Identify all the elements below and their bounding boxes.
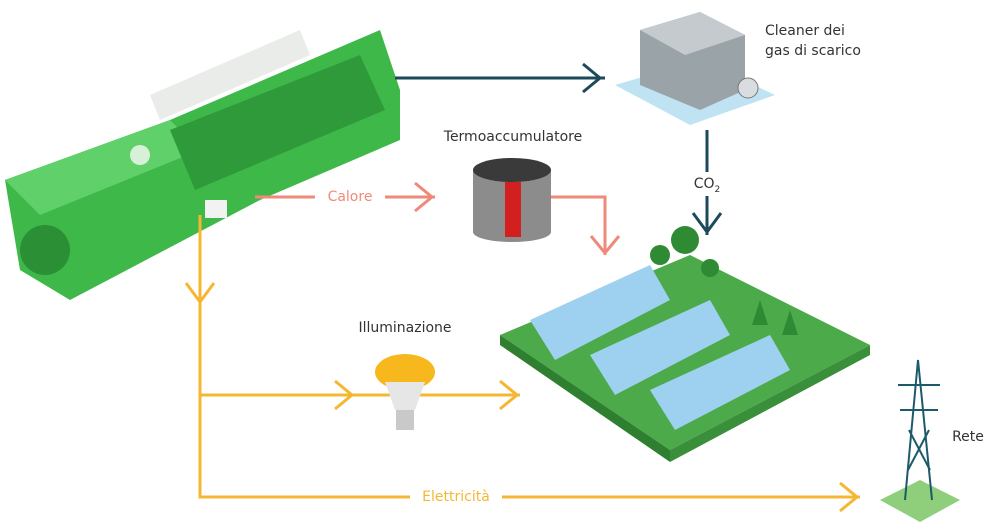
power-tower <box>880 359 960 522</box>
heat-bg <box>315 187 385 207</box>
co2-base: CO <box>694 176 715 192</box>
engine <box>5 30 400 300</box>
electricity-bg <box>410 487 502 507</box>
bulb <box>375 354 435 430</box>
heat-label: Calore <box>328 189 373 205</box>
thermo-storage <box>473 158 551 242</box>
grid-label: Rete <box>952 429 984 445</box>
greenhouses <box>500 226 870 462</box>
co2-label: CO2 <box>694 176 721 195</box>
co2-sub: 2 <box>715 185 721 195</box>
co2-bg <box>690 172 724 196</box>
electricity-flow <box>184 215 860 513</box>
cleaner-label: gas di scarico <box>765 43 861 59</box>
exhaust-cleaner <box>615 12 775 125</box>
cleaner-label: Cleaner dei <box>765 23 845 39</box>
electricity-label: Elettricità <box>422 489 490 505</box>
heat-flow <box>255 181 621 256</box>
lighting-label: Illuminazione <box>358 320 451 336</box>
thermo-label: Termoaccumulatore <box>443 129 582 145</box>
